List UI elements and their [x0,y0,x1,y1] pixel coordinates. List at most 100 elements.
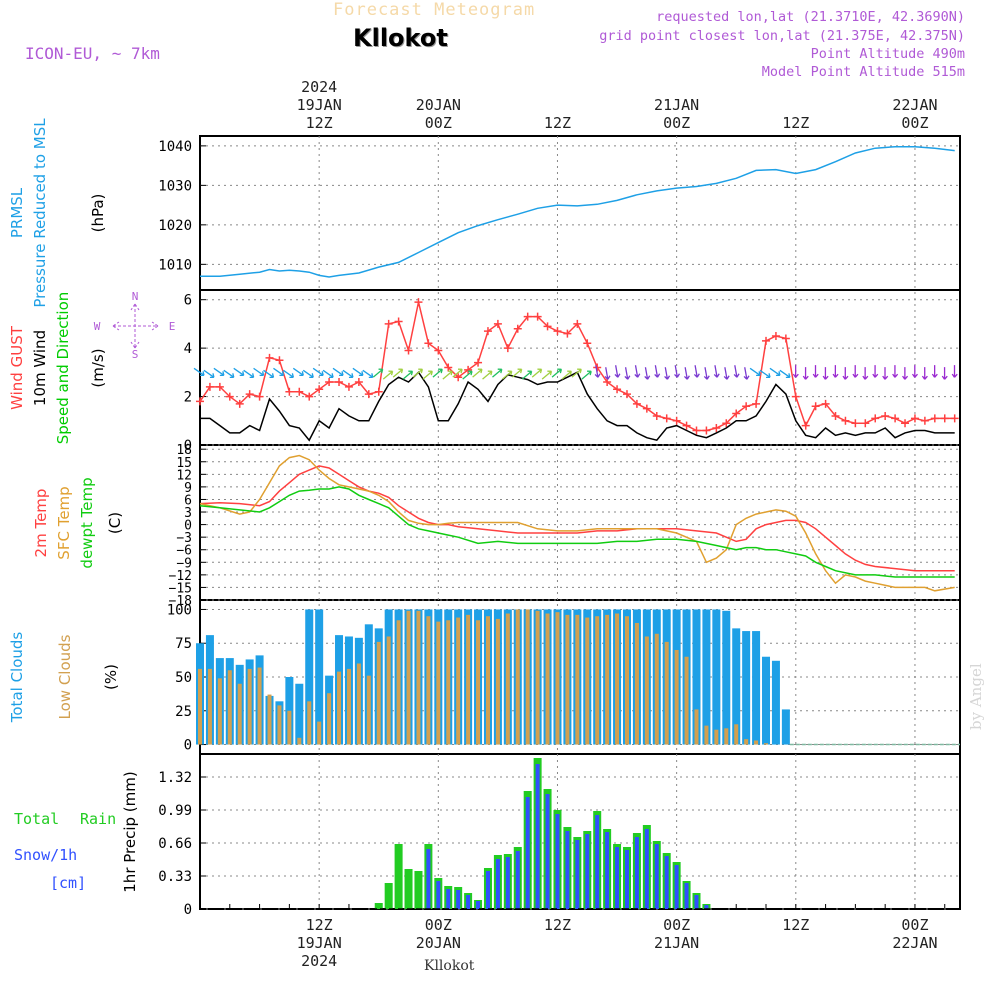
gust-marker [424,339,433,348]
top-time-tick-label: 12Z [544,114,571,132]
footer-location: Kllokot [424,958,475,974]
bottom-time-tick-label: 22JAN [892,934,937,952]
wind-direction-arrow [779,369,791,378]
y-tick-label: 1010 [158,257,192,273]
gust-marker [632,399,641,408]
gust-marker [493,319,502,328]
snow-bar [485,871,490,909]
y-tick-label: 50 [175,670,192,686]
snow-bar [704,905,709,909]
rain-bar [374,903,383,909]
gust-marker [265,353,274,362]
y-axis-label: 1hr Precip (mm) [121,771,139,892]
low-cloud-bar [764,743,769,745]
y-tick-label: 2 [184,390,192,406]
y-tick-label: 9 [184,481,192,496]
snow-bar [505,857,510,909]
series-label-rain: Rain [80,810,116,828]
wind-direction-arrow [273,367,285,376]
gust-marker [325,378,334,387]
gust-marker [464,365,473,374]
y-tick-label: 1040 [158,139,192,155]
total-cloud-bar [712,609,721,745]
wind-direction-arrow [769,367,781,376]
y-tick-label: −18 [169,594,192,609]
wind-direction-arrow [372,368,384,378]
gust-marker [483,327,492,336]
gust-marker [811,402,820,411]
gust-marker [940,414,949,423]
series-label: SFC Temp [55,486,73,559]
gust-marker [553,327,562,336]
top-time-tick-label: 20JAN [416,96,461,114]
wind-direction-arrow [654,365,661,378]
wind-direction-arrow [292,367,304,376]
wind-direction-arrow [941,367,948,380]
wind-direction-arrow [362,369,374,378]
low-cloud-bar [446,620,451,745]
top-time-tick-label: 2024 [301,78,337,96]
wind-direction-arrow [852,365,859,378]
series-label: PRMSL [8,187,26,238]
wind-direction-arrow [624,367,631,380]
wind-direction-arrow [492,368,503,378]
rain-bar [414,871,423,909]
low-cloud-bar [366,675,371,745]
low-cloud-bar [476,620,481,745]
y-axis-label: (C) [106,512,124,534]
wind-direction-arrow [693,365,700,378]
top-time-tick-label: 21JAN [654,96,699,114]
total-cloud-bar [771,660,780,745]
rain-bar [394,844,403,909]
y-tick-label: 3 [184,506,192,521]
series-line-prmsl [200,145,955,278]
snow-bar [446,889,451,909]
gust-marker [354,378,363,387]
wind-direction-arrow [472,368,483,378]
y-tick-label: −9 [176,556,192,571]
series-label-rain: Total [14,810,59,828]
snow-bar [664,856,669,909]
location-name: Kllokot [353,24,448,52]
series-label: Low Clouds [56,634,74,719]
gust-marker [762,336,771,345]
low-cloud-bar [406,610,411,745]
gust-marker [821,399,830,408]
y-tick-label: 6 [184,493,192,508]
gust-marker [474,358,483,367]
bottom-time-tick-label: 12Z [306,916,333,934]
total-cloud-bar [732,628,741,745]
wind-direction-arrow [872,365,879,378]
series-label-snow: Snow/1h [14,846,77,864]
wind-direction-arrow [921,367,928,380]
compass-e: E [169,320,176,333]
wind-direction-arrow [951,365,958,378]
gust-marker [742,402,751,411]
wind-direction-arrow [842,367,849,380]
requested-coords: requested lon,lat (21.3710E, 42.3690N) [656,9,965,25]
wind-direction-arrow [302,369,314,378]
low-cloud-bar [317,721,322,745]
low-cloud-bar [485,616,490,745]
wind-direction-arrow [312,367,324,376]
bottom-time-tick-label: 12Z [782,916,809,934]
wind-direction-arrow [792,365,799,378]
compass-w: W [94,320,101,333]
wind-direction-arrow [322,369,334,378]
wind-direction-arrow [551,368,563,378]
y-tick-label: 0.33 [158,869,192,885]
gust-marker [364,390,373,399]
snow-bar [436,881,441,909]
low-cloud-bar [525,609,530,745]
y-tick-label: 15 [176,456,192,471]
gust-marker [543,322,552,331]
snow-bar [624,850,629,909]
wind-direction-arrow [812,365,819,378]
wind-direction-arrow [203,369,215,378]
compass-s: S [132,348,139,361]
low-cloud-bar [466,614,471,745]
y-tick-label: 4 [184,341,192,357]
chart-title: Forecast Meteogram [333,0,536,20]
low-cloud-bar [644,636,649,745]
bottom-time-tick-label: 19JAN [297,934,342,952]
